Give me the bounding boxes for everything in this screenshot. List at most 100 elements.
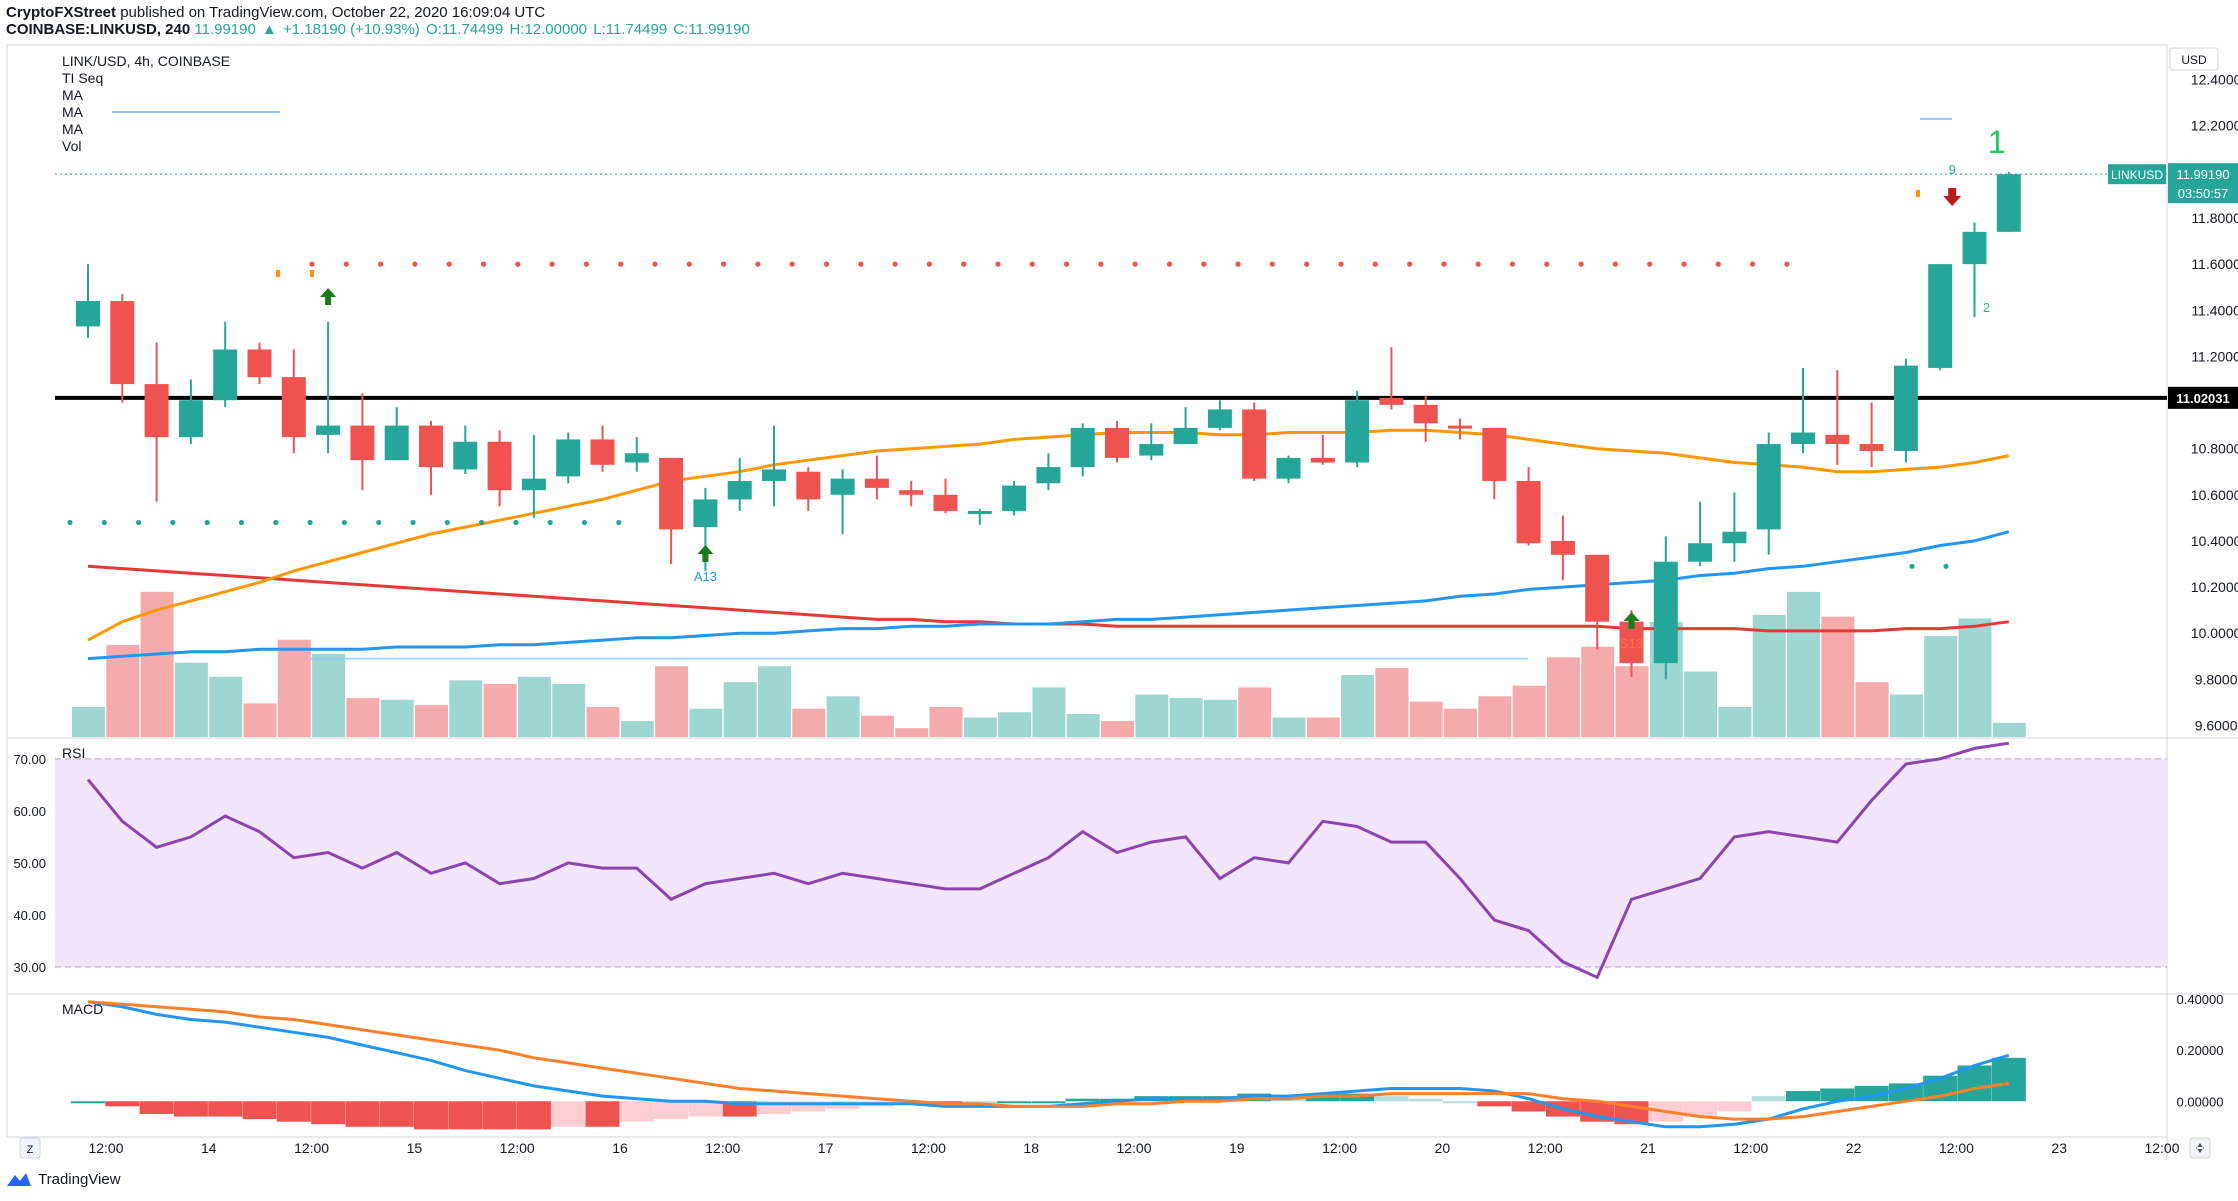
- resistance-dot: [309, 261, 315, 267]
- candle-body[interactable]: [1688, 543, 1713, 562]
- candle-body[interactable]: [1791, 432, 1815, 445]
- candle-body[interactable]: [624, 453, 649, 463]
- candle-body[interactable]: [796, 471, 821, 500]
- candle-body[interactable]: [933, 494, 958, 511]
- candle-body[interactable]: [1413, 404, 1438, 424]
- time-tick-label: 14: [201, 1140, 217, 1156]
- ma-red-line: [87, 564, 2009, 633]
- time-tick-label: 12:00: [88, 1140, 123, 1156]
- candle-body[interactable]: [1482, 427, 1507, 481]
- candle-body[interactable]: [384, 425, 409, 461]
- legend-item: TI Seq: [62, 70, 103, 86]
- publisher-name[interactable]: CryptoFXStreet: [6, 4, 117, 21]
- candle-body[interactable]: [762, 469, 786, 481]
- volume-bar: [1992, 722, 2026, 737]
- candle-body[interactable]: [1825, 434, 1850, 445]
- macd-histogram-bar: [1991, 1057, 2026, 1102]
- volume-bar: [1889, 694, 1923, 737]
- support-dot: [1909, 563, 1915, 569]
- time-tick-label: 21: [1640, 1140, 1656, 1156]
- volume-bar: [1409, 701, 1443, 737]
- candle-body[interactable]: [350, 425, 375, 461]
- volume-bar: [1032, 687, 1066, 737]
- candle-body[interactable]: [1996, 174, 2021, 232]
- candle-body[interactable]: [76, 301, 100, 327]
- candle-body[interactable]: [967, 510, 992, 514]
- candle-body[interactable]: [1962, 231, 1987, 265]
- candle-body[interactable]: [1105, 427, 1129, 458]
- candle-body[interactable]: [1036, 467, 1061, 484]
- candle-body[interactable]: [590, 439, 615, 465]
- tradingview-footer[interactable]: TradingView: [6, 1170, 121, 1188]
- macd-histogram-bar: [997, 1101, 1032, 1104]
- volume-bar: [483, 683, 517, 737]
- resistance-dot: [446, 261, 452, 267]
- volume-bar: [346, 698, 380, 737]
- candle-body[interactable]: [110, 301, 135, 385]
- candle-body[interactable]: [521, 478, 546, 491]
- candle-body[interactable]: [178, 400, 203, 438]
- candle-body[interactable]: [1173, 427, 1198, 445]
- resistance-dot: [1166, 261, 1173, 267]
- resistance-dot: [1372, 261, 1378, 267]
- axis-settings-button[interactable]: [2189, 1137, 2211, 1159]
- macd-histogram-bar: [71, 1101, 105, 1104]
- volume-bar: [1855, 682, 1889, 737]
- candle-body[interactable]: [419, 425, 443, 468]
- support-dot: [410, 519, 416, 526]
- candle-body[interactable]: [1585, 554, 1610, 622]
- candle-body[interactable]: [144, 384, 169, 438]
- candle-body[interactable]: [659, 457, 684, 530]
- ma-blue-line: [87, 530, 2010, 661]
- candle-body[interactable]: [1448, 425, 1472, 429]
- support-dot: [170, 519, 176, 526]
- candle-body[interactable]: [1276, 457, 1301, 479]
- price-tick-label: 10.20000: [2191, 579, 2238, 595]
- candle-body[interactable]: [1070, 427, 1095, 468]
- candle-body[interactable]: [1002, 485, 1027, 511]
- candle-body[interactable]: [453, 441, 478, 470]
- candle-body[interactable]: [1756, 444, 1781, 530]
- candle-body[interactable]: [1893, 365, 1918, 451]
- macd-histogram-bar: [414, 1101, 448, 1130]
- volume-bar: [380, 699, 414, 737]
- candle-body[interactable]: [487, 441, 512, 491]
- time-tick-label: 12:00: [1939, 1140, 1974, 1156]
- candle-body[interactable]: [1207, 409, 1232, 428]
- candle-body[interactable]: [213, 349, 238, 401]
- candle-body[interactable]: [281, 377, 306, 438]
- candle-body[interactable]: [1653, 561, 1678, 664]
- candle-body[interactable]: [1379, 397, 1404, 405]
- candle-body[interactable]: [1242, 409, 1267, 479]
- settings-icon: [2196, 1143, 2204, 1153]
- price-tick-label: 12.40000: [2191, 72, 2238, 88]
- candle-body[interactable]: [1928, 264, 1953, 368]
- buy-arrow-icon: [320, 288, 337, 305]
- volume-bar: [1272, 717, 1306, 737]
- candle-body[interactable]: [247, 349, 272, 378]
- candle-body[interactable]: [316, 425, 341, 435]
- macd-histogram-bar: [1374, 1096, 1409, 1102]
- candle-body[interactable]: [693, 499, 718, 528]
- candle-body[interactable]: [864, 478, 889, 488]
- candle-body[interactable]: [1859, 444, 1884, 451]
- candle-body[interactable]: [556, 439, 581, 477]
- candle-body[interactable]: [1139, 444, 1164, 456]
- candle-body[interactable]: [899, 490, 924, 495]
- candle-body[interactable]: [1722, 531, 1747, 544]
- volume-bar: [895, 728, 929, 737]
- rsi-label: RSI: [62, 745, 85, 761]
- candle-body[interactable]: [1345, 400, 1370, 463]
- candle-body[interactable]: [1550, 540, 1575, 555]
- timezone-button[interactable]: [19, 1137, 41, 1159]
- time-tick-label: 23: [2051, 1140, 2067, 1156]
- price-tick-label: 10.80000: [2191, 441, 2238, 457]
- td-marker: [1916, 190, 1920, 197]
- candle-body[interactable]: [727, 480, 752, 500]
- candle-body[interactable]: [1310, 457, 1335, 463]
- candle-body[interactable]: [830, 478, 855, 495]
- volume-bar: [620, 721, 654, 737]
- candle-body[interactable]: [1516, 480, 1541, 544]
